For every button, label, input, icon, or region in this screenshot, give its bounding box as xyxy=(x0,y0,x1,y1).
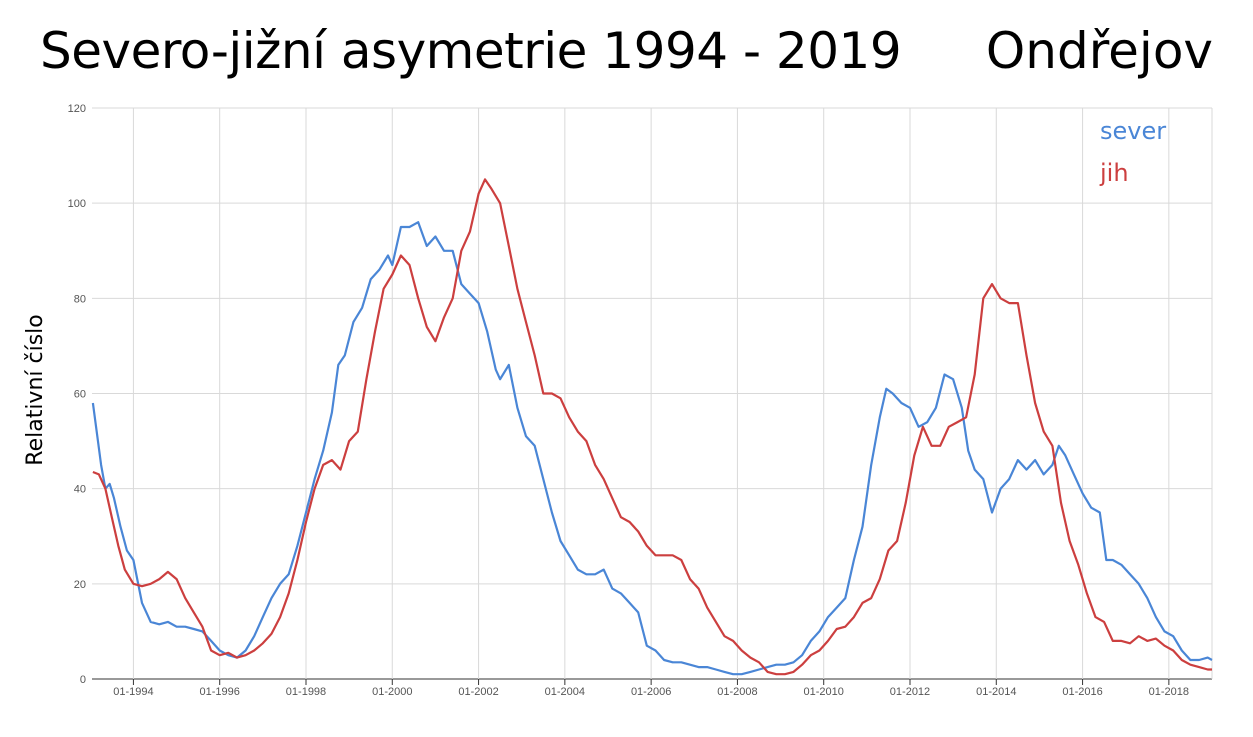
series-line-jih xyxy=(92,178,1212,676)
x-tick-label: 01-2002 xyxy=(458,686,498,698)
y-axis-label: Relativní číslo xyxy=(23,314,48,465)
legend: sever jih xyxy=(1099,117,1166,187)
x-tick-label: 01-2006 xyxy=(631,686,671,698)
legend-item-sever: sever xyxy=(1100,117,1166,145)
x-tick-label: 01-2000 xyxy=(372,686,412,698)
x-tick-label: 01-2018 xyxy=(1149,686,1189,698)
x-tick-label: 01-1996 xyxy=(200,686,240,698)
y-tick-label: 40 xyxy=(74,484,86,496)
x-tick-label: 01-2014 xyxy=(976,686,1016,698)
y-tick-label: 20 xyxy=(74,579,86,591)
legend-item-jih: jih xyxy=(1099,159,1129,187)
x-tick-label: 01-2010 xyxy=(804,686,844,698)
y-tick-label: 0 xyxy=(80,674,86,686)
gridlines xyxy=(92,107,1213,685)
x-axis-ticks: 01-1994 01-1996 01-1998 01-2000 01-2002 01-20… xyxy=(113,686,1189,698)
x-tick-label: 01-1998 xyxy=(286,686,326,698)
x-tick-label: 01-2012 xyxy=(890,686,930,698)
station-name: Ondřejov xyxy=(985,22,1213,80)
series-line-sever xyxy=(91,221,1213,676)
y-tick-label: 60 xyxy=(74,389,86,401)
y-tick-label: 100 xyxy=(68,198,86,210)
x-tick-label: 01-2008 xyxy=(717,686,757,698)
series-group xyxy=(91,178,1213,676)
x-tick-label: 01-2016 xyxy=(1062,686,1102,698)
y-tick-label: 80 xyxy=(74,293,86,305)
chart-title: Severo-jižní asymetrie 1994 - 2019 xyxy=(40,22,902,80)
y-axis-ticks: 0 20 40 60 80 100 120 xyxy=(68,103,86,686)
y-tick-label: 120 xyxy=(68,103,86,115)
x-tick-label: 01-2004 xyxy=(545,686,585,698)
x-tick-label: 01-1994 xyxy=(113,686,153,698)
